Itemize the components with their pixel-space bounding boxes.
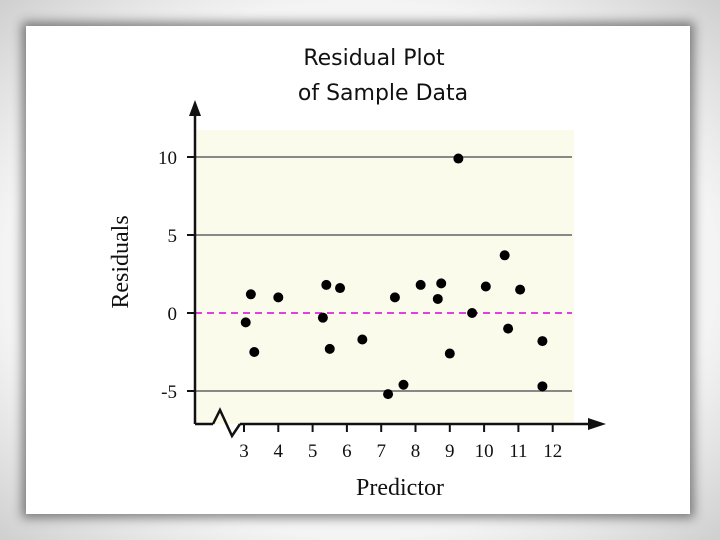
- chart-title-line2: of Sample Data: [298, 81, 468, 106]
- x-tick-label: 12: [543, 441, 562, 462]
- y-tick-label: 0: [168, 304, 178, 325]
- data-point: [537, 381, 548, 392]
- data-point: [436, 278, 447, 289]
- data-point: [321, 279, 332, 290]
- x-tick-label: 6: [342, 441, 352, 462]
- data-point: [240, 317, 251, 328]
- x-tick-label: 7: [376, 441, 386, 462]
- data-point: [249, 347, 260, 357]
- data-point: [335, 283, 346, 294]
- y-tick-label: 10: [158, 148, 177, 169]
- data-point: [444, 348, 455, 359]
- data-point: [383, 389, 394, 400]
- data-point: [357, 334, 368, 345]
- data-points: [240, 153, 548, 400]
- y-tick-label: -5: [161, 382, 177, 403]
- data-point: [467, 308, 478, 318]
- data-point: [499, 250, 510, 261]
- x-tick-label: 8: [411, 441, 421, 462]
- data-point: [324, 343, 335, 354]
- x-tick-label: 9: [445, 441, 455, 462]
- data-point: [273, 292, 284, 303]
- y-axis-title: Residuals: [108, 215, 134, 308]
- data-point: [480, 281, 491, 292]
- x-tick-label: 4: [274, 441, 284, 462]
- data-point: [515, 284, 526, 295]
- data-point: [503, 323, 514, 334]
- x-tick-label: 10: [475, 441, 494, 462]
- axis-break-mark: [211, 407, 242, 439]
- data-point: [389, 292, 400, 303]
- x-axis-title: Predictor: [356, 475, 444, 501]
- tick-labels: 3 4 5 6 7 8 9 10 11 12 10 5 0 -5: [158, 148, 562, 462]
- x-tick-label: 3: [239, 441, 249, 462]
- data-point: [317, 312, 328, 323]
- gridlines: [195, 156, 572, 392]
- data-point: [245, 289, 256, 300]
- y-tick-label: 5: [168, 226, 178, 247]
- plot-area-background: [195, 130, 574, 424]
- chart-title-line1: Residual Plot: [303, 46, 445, 71]
- x-tick-label: 11: [509, 441, 527, 462]
- data-point: [398, 379, 409, 390]
- y-axis-arrow: [189, 100, 201, 116]
- data-point: [415, 279, 426, 290]
- data-point: [537, 336, 548, 347]
- x-tick-label: 5: [308, 441, 318, 462]
- x-axis-arrow: [588, 418, 606, 430]
- data-point: [453, 153, 464, 164]
- data-point: [432, 293, 443, 304]
